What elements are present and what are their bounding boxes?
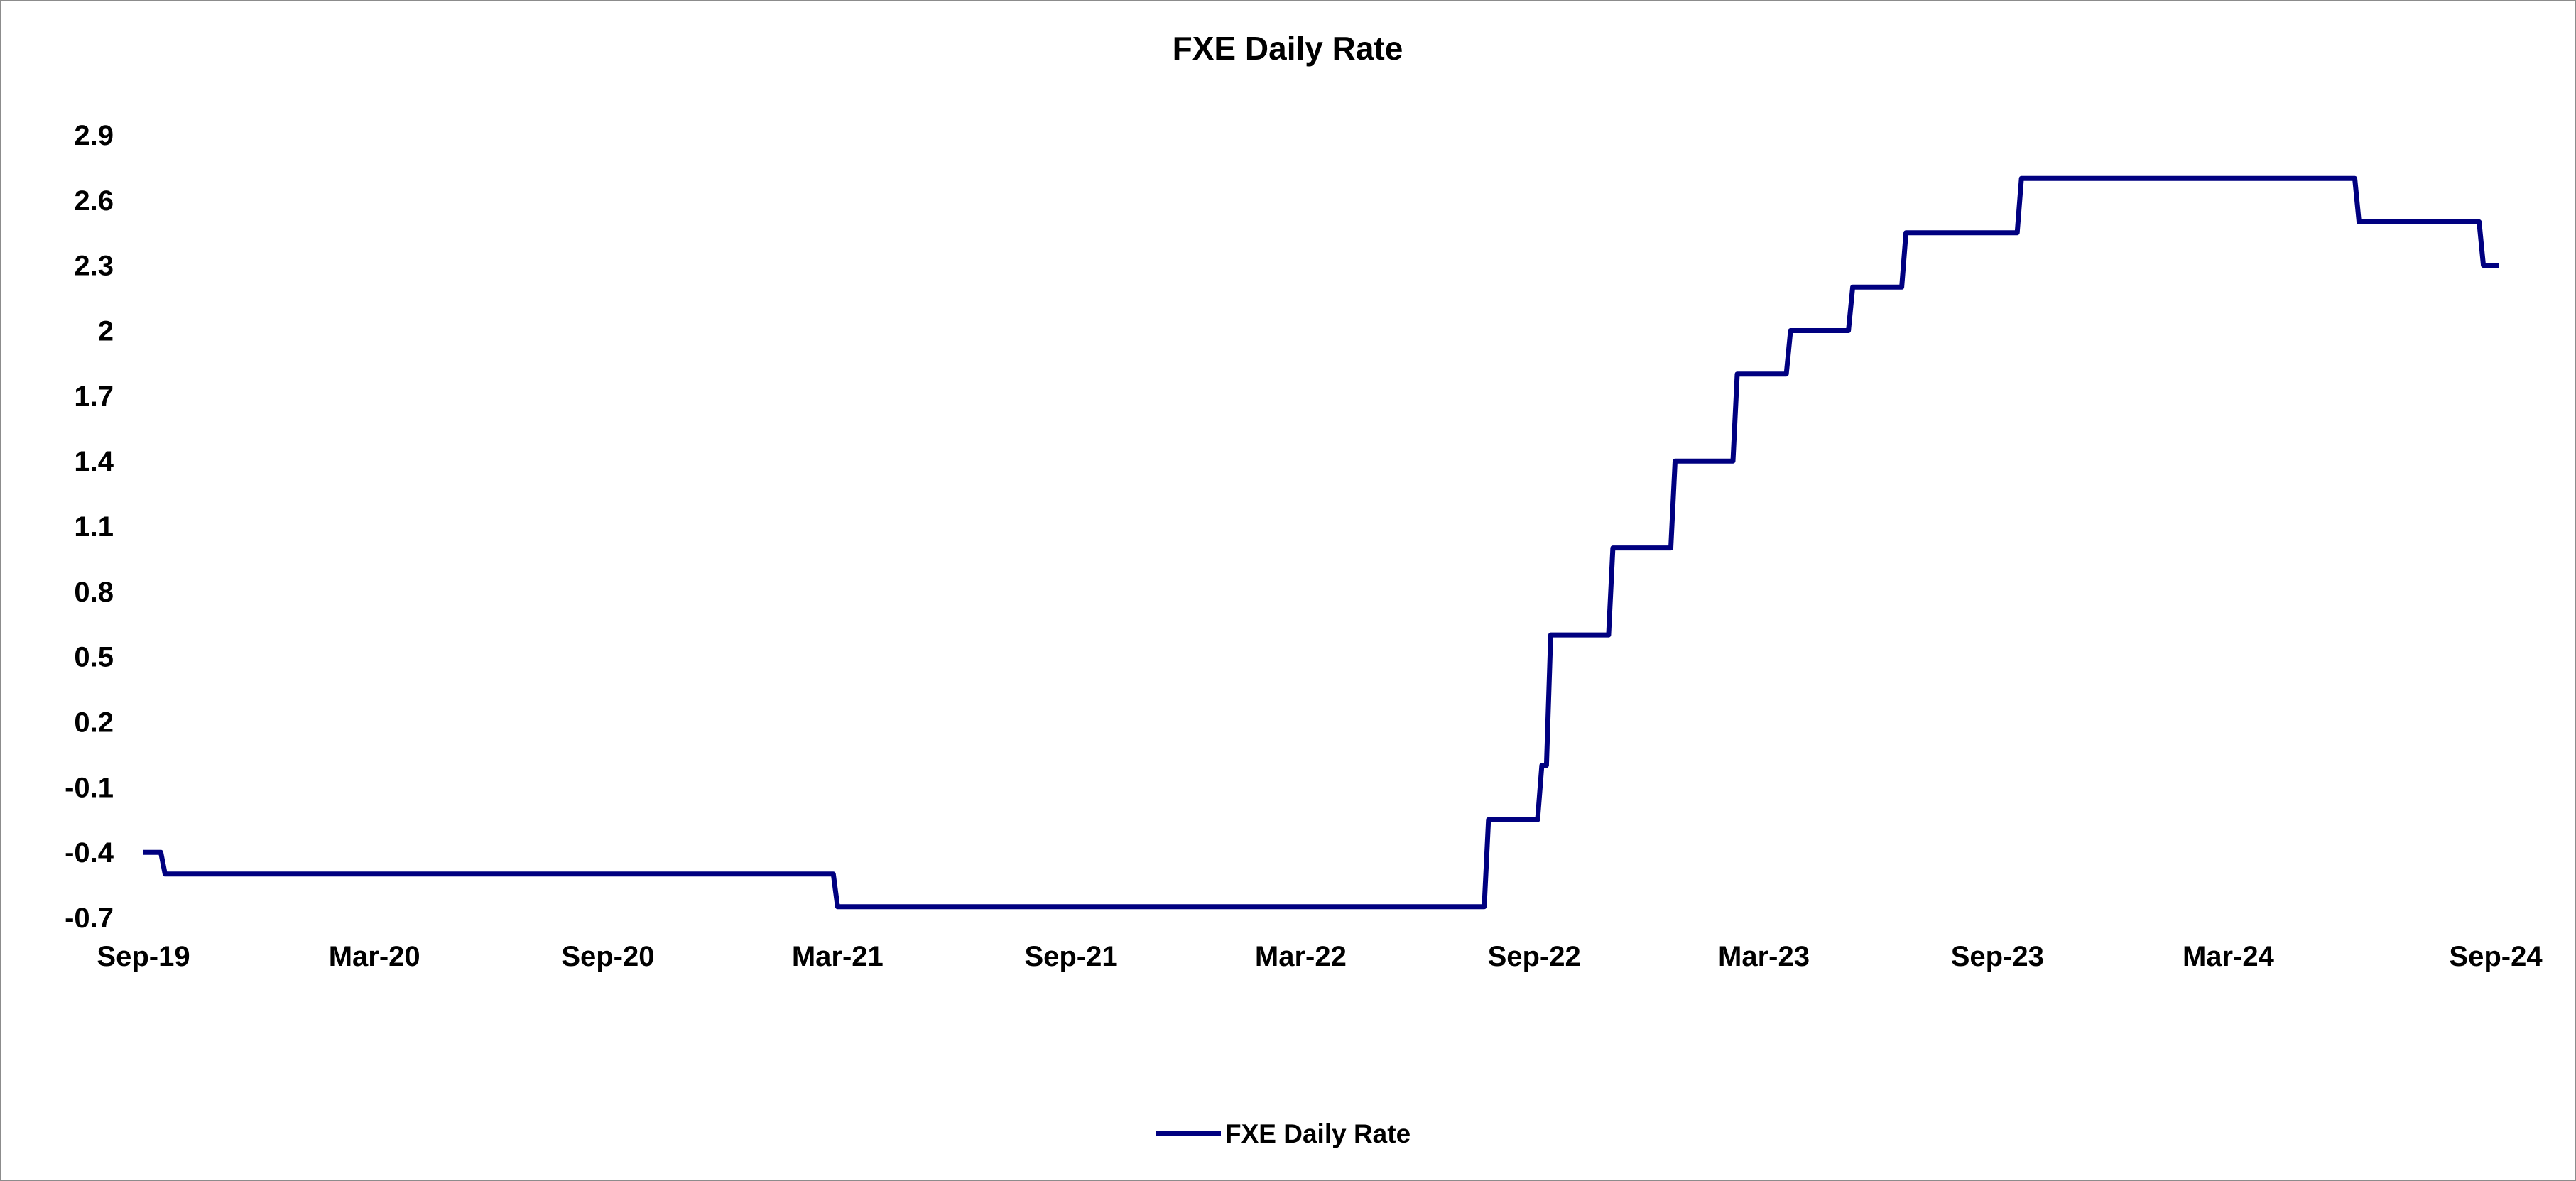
y-tick-label: -0.1 [65, 772, 114, 803]
y-axis-ticks: 2.9 2.6 2.3 2 1.7 1.4 1.1 0.8 0.5 0.2 -0.1 -0.4 -0.7 [65, 120, 114, 934]
y-tick-label: 2.6 [74, 185, 114, 217]
y-tick-label: -0.4 [65, 837, 114, 869]
x-axis-ticks: Sep-19 Mar-20 Sep-20 Mar-21 Sep-21 Mar-22 Sep-… [97, 941, 2543, 972]
legend: FXE Daily Rate [1156, 1119, 1411, 1148]
chart-title: FXE Daily Rate [1173, 30, 1403, 67]
y-tick-label: 1.1 [74, 511, 114, 543]
y-tick-label: 2.9 [74, 120, 114, 151]
y-tick-label: -0.7 [65, 903, 114, 934]
y-tick-label: 0.5 [74, 642, 114, 673]
x-tick-label: Sep-22 [1488, 941, 1581, 972]
x-tick-label: Mar-22 [1255, 941, 1347, 972]
x-tick-label: Sep-20 [561, 941, 654, 972]
x-tick-label: Sep-23 [1951, 941, 2044, 972]
x-tick-label: Mar-23 [1718, 941, 1810, 972]
y-tick-label: 0.2 [74, 707, 114, 739]
y-tick-label: 2 [98, 316, 114, 347]
x-tick-label: Mar-20 [329, 941, 420, 972]
x-tick-label: Sep-19 [97, 941, 190, 972]
series-layer [143, 175, 2499, 910]
legend-label: FXE Daily Rate [1225, 1119, 1411, 1148]
y-tick-label: 1.4 [74, 446, 114, 477]
series-line [143, 175, 2499, 910]
y-tick-label: 0.8 [74, 577, 114, 608]
x-tick-label: Mar-24 [2183, 941, 2275, 972]
y-tick-label: 1.7 [74, 381, 114, 412]
x-tick-label: Mar-21 [792, 941, 884, 972]
x-tick-label: Sep-24 [2449, 941, 2543, 972]
x-tick-label: Sep-21 [1024, 941, 1117, 972]
y-tick-label: 2.3 [74, 251, 114, 282]
